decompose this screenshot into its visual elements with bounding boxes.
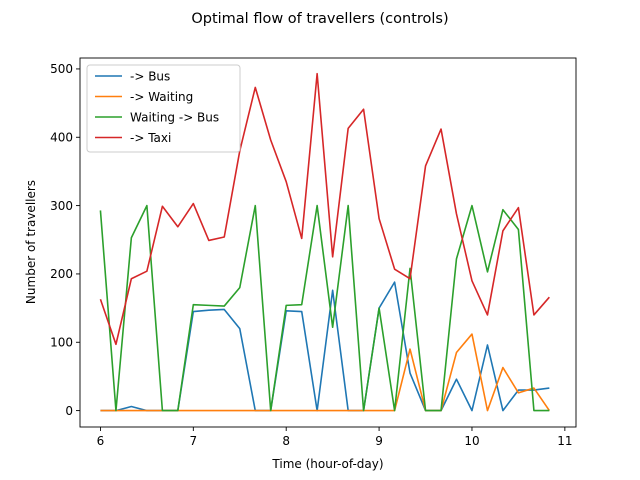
- x-axis-label: Time (hour-of-day): [271, 457, 383, 471]
- y-tick-label: 200: [50, 267, 73, 281]
- legend-label: -> Taxi: [130, 131, 171, 145]
- y-axis-label: Number of travellers: [24, 180, 38, 304]
- axes-frame: [79, 57, 577, 428]
- legend-label: Waiting -> Bus: [130, 110, 219, 124]
- x-tick-label: 10: [464, 434, 479, 448]
- legend: -> Bus -> Waiting Waiting -> Bus -> Taxi: [86, 64, 241, 153]
- x-tick-label: 8: [282, 434, 290, 448]
- chart-title: Optimal flow of travellers (controls): [191, 11, 448, 27]
- y-tick-label: 0: [65, 404, 73, 418]
- x-tick-label: 6: [97, 434, 105, 448]
- legend-label: -> Waiting: [130, 90, 193, 104]
- y-tick-label: 100: [50, 336, 73, 350]
- x-tick-label: 9: [375, 434, 383, 448]
- x-tick-label: 11: [557, 434, 572, 448]
- legend-box: [86, 64, 241, 153]
- y-tick-label: 300: [50, 199, 73, 213]
- y-tick-label: 500: [50, 62, 73, 76]
- plot-area: [79, 57, 577, 428]
- series-line-2: [99, 204, 550, 412]
- x-axis-ticks: 6 7 8 9 10 11: [97, 427, 572, 448]
- legend-label: -> Bus: [130, 69, 170, 83]
- x-tick-label: 7: [189, 434, 197, 448]
- y-tick-label: 400: [50, 131, 73, 145]
- series-line-3: [99, 72, 550, 346]
- y-axis-ticks: 0 100 200 300 400 500: [50, 62, 80, 418]
